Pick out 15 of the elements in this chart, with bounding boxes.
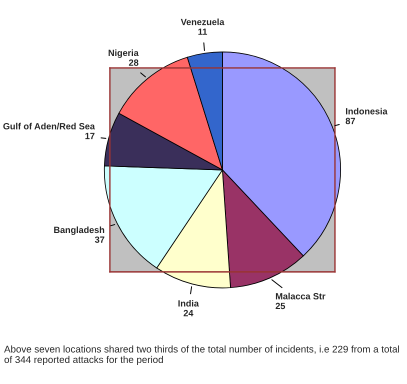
data-label: 87 (346, 118, 356, 124)
data-label: 28 (128, 59, 138, 66)
data-label: 17 (85, 132, 94, 140)
data-label: 37 (94, 236, 104, 243)
text: Above seven locations shared two thirds of the total number of incidents, i.e 229 from a total of 344 reported attacks for the period (4, 345, 400, 365)
slice-label: Bangladesh (54, 226, 104, 235)
data-label: 11 (198, 28, 208, 35)
data-label: 25 (276, 302, 286, 310)
data-label: 24 (184, 310, 194, 316)
slice-label: Indonesia (346, 108, 388, 114)
slice-label: Venezuela (180, 18, 224, 26)
slice-label: Gulf of Aden/Red Sea (3, 122, 95, 130)
slice-label: Nigeria (108, 49, 139, 58)
slice-label: India (178, 300, 199, 307)
slice-label: Malacca Str (276, 292, 326, 300)
